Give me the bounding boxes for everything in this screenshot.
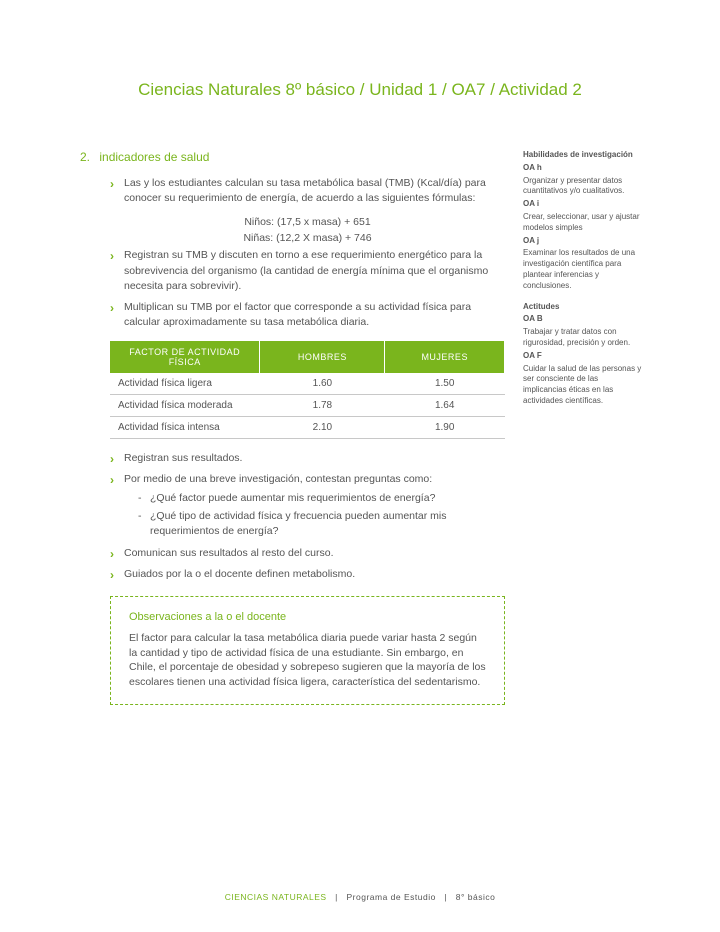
list-item: Guiados por la o el docente definen meta…: [110, 567, 505, 582]
sidebar-code: OA F: [523, 351, 542, 360]
footer-sep: |: [335, 892, 338, 902]
activity-factor-table: FACTOR DE ACTIVIDAD FÍSICA HOMBRES MUJER…: [110, 341, 505, 439]
table-cell: Actividad física ligera: [110, 373, 260, 395]
sidebar-code: OA j: [523, 236, 539, 245]
formula-ninas: Niñas: (12,2 X masa) + 746: [110, 232, 505, 244]
table-row: Actividad física moderada 1.78 1.64: [110, 394, 505, 416]
sidebar-heading: Actitudes: [523, 302, 559, 311]
section-title: indicadores de salud: [99, 150, 209, 164]
sidebar-actitudes: Actitudes OA B Trabajar y tratar datos c…: [523, 302, 643, 407]
table-cell: 2.10: [260, 416, 385, 438]
sub-question-list: ¿Qué factor puede aumentar mis requerimi…: [138, 491, 505, 540]
footer-grade: 8° básico: [456, 892, 496, 902]
bullet-list-bottom: Registran sus resultados. Por medio de u…: [110, 451, 505, 583]
observations-text: El factor para calcular la tasa metabóli…: [129, 631, 486, 690]
observations-box: Observaciones a la o el docente El facto…: [110, 596, 505, 705]
footer-sep: |: [444, 892, 447, 902]
observations-title: Observaciones a la o el docente: [129, 611, 486, 623]
sidebar-text: Crear, seleccionar, usar y ajustar model…: [523, 212, 643, 234]
table-cell: 1.60: [260, 373, 385, 395]
table-cell: 1.64: [385, 394, 505, 416]
table-cell: 1.78: [260, 394, 385, 416]
sidebar-code: OA h: [523, 163, 542, 172]
list-item: Registran su TMB y discuten en torno a e…: [110, 248, 505, 294]
sidebar-heading: Habilidades de investigación: [523, 150, 633, 159]
sidebar-text: Trabajar y tratar datos con rigurosidad,…: [523, 327, 643, 349]
table-cell: 1.90: [385, 416, 505, 438]
list-item: Registran sus resultados.: [110, 451, 505, 466]
list-item: Comunican sus resultados al resto del cu…: [110, 546, 505, 561]
list-item: Multiplican su TMB por el factor que cor…: [110, 300, 505, 330]
table-header: FACTOR DE ACTIVIDAD FÍSICA: [110, 341, 260, 373]
footer-program: Programa de Estudio: [346, 892, 435, 902]
list-item: Las y los estudiantes calculan su tasa m…: [110, 176, 505, 206]
table-header: HOMBRES: [260, 341, 385, 373]
sidebar: Habilidades de investigación OA h Organi…: [523, 150, 643, 705]
sidebar-text: Cuidar la salud de las personas y ser co…: [523, 364, 643, 407]
table-row: Actividad física ligera 1.60 1.50: [110, 373, 505, 395]
footer-subject: CIENCIAS NATURALES: [225, 892, 327, 902]
table-cell: Actividad física intensa: [110, 416, 260, 438]
formula-ninos: Niños: (17,5 x masa) + 651: [110, 216, 505, 228]
content-column: 2. indicadores de salud Las y los estudi…: [110, 150, 505, 705]
list-item-text: Por medio de una breve investigación, co…: [124, 473, 432, 485]
table-cell: Actividad física moderada: [110, 394, 260, 416]
sub-list-item: ¿Qué factor puede aumentar mis requerimi…: [138, 491, 505, 506]
table-row: Actividad física intensa 2.10 1.90: [110, 416, 505, 438]
section-heading: 2. indicadores de salud: [80, 150, 505, 164]
table-cell: 1.50: [385, 373, 505, 395]
table-header: MUJERES: [385, 341, 505, 373]
main-area: 2. indicadores de salud Las y los estudi…: [110, 150, 650, 705]
sidebar-text: Organizar y presentar datos cuantitativo…: [523, 176, 643, 198]
page-footer: CIENCIAS NATURALES | Programa de Estudio…: [0, 892, 720, 902]
sidebar-habilidades: Habilidades de investigación OA h Organi…: [523, 150, 643, 292]
sidebar-text: Examinar los resultados de una investiga…: [523, 248, 643, 291]
sub-list-item: ¿Qué tipo de actividad física y frecuenc…: [138, 509, 505, 539]
bullet-list-mid: Registran su TMB y discuten en torno a e…: [110, 248, 505, 330]
bullet-list-top: Las y los estudiantes calculan su tasa m…: [110, 176, 505, 206]
page-title: Ciencias Naturales 8º básico / Unidad 1 …: [70, 80, 650, 100]
sidebar-code: OA i: [523, 199, 539, 208]
sidebar-code: OA B: [523, 314, 543, 323]
section-number: 2.: [80, 150, 90, 164]
list-item: Por medio de una breve investigación, co…: [110, 472, 505, 540]
